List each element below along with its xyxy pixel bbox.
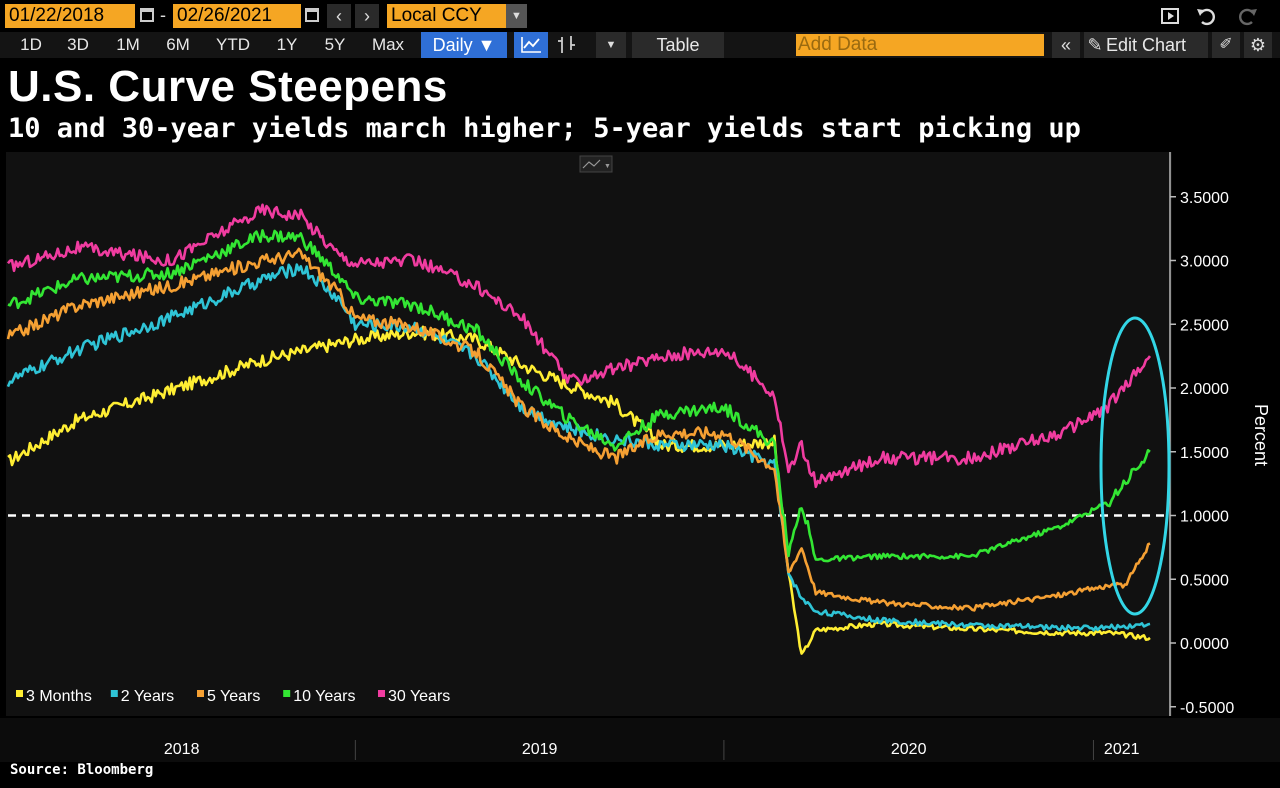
chevron-down-icon[interactable]: ▼	[596, 32, 626, 58]
toolbar-top: 01/22/2018 - 02/26/2021 ‹ › Local CCY ▼	[0, 0, 1280, 32]
previous-button[interactable]: ‹	[327, 4, 351, 28]
y-axis-label: Percent	[1251, 404, 1271, 466]
edit-chart-label: Edit Chart	[1106, 35, 1187, 55]
chart-subtitle: 10 and 30-year yields march higher; 5-ye…	[8, 113, 1081, 144]
y-tick-label: 2.0000	[1180, 381, 1229, 398]
y-tick-label: 0.0000	[1180, 636, 1229, 653]
series-lines	[6, 203, 1152, 655]
legend-label: 5 Years	[207, 688, 260, 705]
add-data-input[interactable]	[796, 34, 1044, 56]
highlight-ellipse	[1099, 316, 1171, 616]
y-tick-label: 1.0000	[1180, 509, 1229, 526]
y-tick-label: -0.5000	[1180, 700, 1234, 717]
undo-icon[interactable]	[1194, 4, 1218, 28]
redo-icon[interactable]	[1236, 4, 1260, 28]
legend-label: 10 Years	[293, 688, 355, 705]
y-axis: 3.5000 3.0000 2.5000 2.0000 1.5000 1.0000 0.50…	[1170, 190, 1234, 717]
end-date-field[interactable]: 02/26/2021	[173, 4, 301, 28]
period-1d[interactable]: 1D	[10, 32, 52, 58]
ohlc-chart-icon[interactable]	[552, 32, 582, 58]
frequency-select[interactable]: Daily ▼	[421, 32, 507, 58]
series-line-5-years	[6, 247, 1151, 612]
x-tick-label: 2021	[1104, 741, 1140, 758]
pencil-icon: ✎	[1087, 35, 1103, 55]
legend-label: 3 Months	[26, 688, 92, 705]
currency-select[interactable]: Local CCY	[387, 4, 527, 28]
legend: 3 Months 2 Years 5 Years 10 Years 30 Years	[16, 688, 450, 705]
line-chart-icon[interactable]	[514, 32, 548, 58]
collapse-icon[interactable]: «	[1052, 32, 1080, 58]
series-line-3-months	[7, 325, 1151, 655]
y-tick-label: 3.5000	[1180, 190, 1229, 207]
legend-label: 30 Years	[388, 688, 450, 705]
legend-swatch	[16, 690, 23, 697]
next-button[interactable]: ›	[355, 4, 379, 28]
annotate-icon[interactable]: ✐	[1212, 32, 1240, 58]
period-5y[interactable]: 5Y	[314, 32, 356, 58]
date-separator: -	[160, 5, 166, 25]
x-axis: 2018 2019 2020 2021	[164, 741, 1140, 758]
legend-swatch	[283, 690, 291, 697]
chevron-down-icon[interactable]: ▼	[506, 4, 527, 28]
legend-swatch	[378, 690, 385, 697]
chart-type-mini-icon[interactable]: ▼	[579, 155, 613, 173]
calendar-icon[interactable]	[140, 8, 154, 22]
chart-title: U.S. Curve Steepens	[8, 62, 448, 111]
svg-text:▼: ▼	[604, 163, 611, 170]
x-axis-band	[0, 718, 1280, 762]
x-axis-dividers	[354, 740, 1094, 760]
y-tick-label: 3.0000	[1180, 254, 1229, 271]
edit-chart-button[interactable]: ✎ Edit Chart	[1084, 32, 1208, 58]
period-6m[interactable]: 6M	[156, 32, 200, 58]
legend-label: 2 Years	[121, 688, 174, 705]
x-tick-label: 2018	[164, 741, 200, 758]
x-tick-label: 2020	[891, 741, 927, 758]
period-max[interactable]: Max	[362, 32, 414, 58]
y-tick-label: 0.5000	[1180, 572, 1229, 589]
gear-icon[interactable]: ⚙	[1244, 32, 1272, 58]
start-date-field[interactable]: 01/22/2018	[5, 4, 135, 28]
y-tick-label: 2.5000	[1180, 317, 1229, 334]
toolbar-periods: 1D 3D 1M 6M YTD 1Y 5Y Max Daily ▼ ▼ Tabl…	[0, 32, 1280, 58]
legend-swatch	[197, 690, 204, 697]
period-3d[interactable]: 3D	[56, 32, 100, 58]
period-1m[interactable]: 1M	[106, 32, 150, 58]
series-line-10-years	[7, 229, 1151, 563]
series-line-30-years	[6, 203, 1152, 489]
period-1y[interactable]: 1Y	[266, 32, 308, 58]
y-tick-label: 1.5000	[1180, 445, 1229, 462]
period-ytd[interactable]: YTD	[206, 32, 260, 58]
present-icon[interactable]	[1158, 4, 1182, 28]
x-tick-label: 2019	[522, 741, 558, 758]
calendar-icon[interactable]	[305, 8, 319, 22]
table-button[interactable]: Table	[632, 32, 724, 58]
legend-swatch	[110, 690, 118, 697]
source-note: Source: Bloomberg	[10, 762, 154, 778]
